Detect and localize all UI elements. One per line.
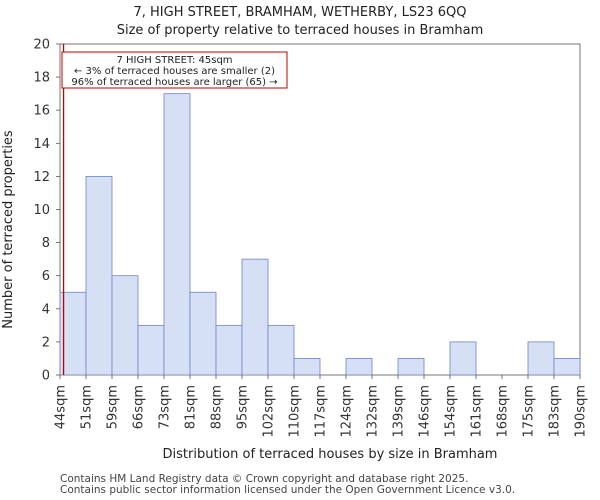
- bar: [111, 275, 139, 376]
- bar: [345, 358, 373, 376]
- y-tick-label: 10: [33, 203, 50, 218]
- bar: [293, 358, 321, 376]
- x-tick-label: 175sqm: [522, 385, 537, 438]
- y-tick-label: 8: [42, 236, 50, 251]
- x-tick-label: 110sqm: [288, 385, 303, 438]
- bar: [189, 291, 217, 376]
- y-tick-label: 16: [33, 104, 50, 119]
- x-tick-label: 146sqm: [418, 385, 433, 438]
- x-tick-label: 161sqm: [470, 385, 485, 438]
- bar: [449, 341, 477, 376]
- x-tick-label: 183sqm: [548, 385, 563, 438]
- bar: [527, 341, 555, 376]
- bar: [163, 93, 191, 376]
- y-tick-label: 6: [42, 269, 50, 284]
- bar: [397, 358, 425, 376]
- y-tick-label: 18: [33, 71, 50, 86]
- bar: [85, 175, 113, 376]
- x-axis-label: Distribution of terraced houses by size …: [163, 447, 498, 462]
- footer-line-2: Contains public sector information licen…: [60, 484, 516, 496]
- bar: [137, 324, 165, 376]
- x-tick-label: 124sqm: [340, 385, 355, 438]
- x-tick-label: 66sqm: [132, 385, 147, 429]
- bar: [267, 324, 295, 376]
- x-tick-label: 117sqm: [314, 385, 329, 438]
- y-tick-label: 2: [42, 335, 50, 350]
- x-tick-label: 73sqm: [158, 385, 173, 429]
- x-tick-label: 139sqm: [392, 385, 407, 438]
- chart-title: 7, HIGH STREET, BRAMHAM, WETHERBY, LS23 …: [133, 5, 467, 20]
- annotation-line: 96% of terraced houses are larger (65) →: [71, 77, 277, 88]
- annotation-line: ← 3% of terraced houses are smaller (2): [74, 66, 275, 77]
- x-tick-label: 132sqm: [366, 385, 381, 438]
- y-tick-label: 4: [42, 302, 50, 317]
- bar: [241, 258, 269, 376]
- x-tick-label: 51sqm: [80, 385, 95, 429]
- x-tick-label: 81sqm: [184, 385, 199, 429]
- x-tick-label: 168sqm: [496, 385, 511, 438]
- y-tick-label: 0: [42, 369, 50, 384]
- x-tick-label: 95sqm: [236, 385, 251, 429]
- bar: [59, 291, 87, 376]
- y-tick-label: 20: [33, 38, 50, 53]
- annotation-box: [61, 51, 288, 89]
- footer-line-1: Contains HM Land Registry data © Crown c…: [60, 473, 469, 485]
- y-axis-label: Number of terraced properties: [1, 130, 16, 329]
- x-tick-label: 59sqm: [106, 385, 121, 429]
- annotation-line: 7 HIGH STREET: 45sqm: [116, 55, 232, 66]
- x-tick-label: 44sqm: [54, 385, 69, 429]
- chart-subtitle: Size of property relative to terraced ho…: [116, 23, 484, 38]
- y-tick-label: 14: [33, 137, 50, 152]
- x-tick-label: 102sqm: [262, 385, 277, 438]
- bar: [553, 358, 581, 376]
- x-tick-label: 190sqm: [574, 385, 589, 438]
- bar: [215, 324, 243, 376]
- x-tick-label: 154sqm: [444, 385, 459, 438]
- x-tick-label: 88sqm: [210, 385, 225, 429]
- y-tick-label: 12: [33, 170, 50, 185]
